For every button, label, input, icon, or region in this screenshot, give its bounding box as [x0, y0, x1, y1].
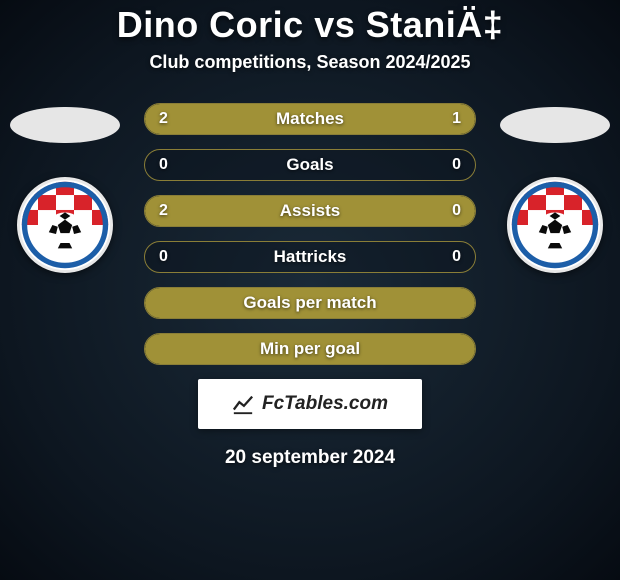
stat-value-right: 0 [452, 248, 461, 266]
stat-label: Goals [286, 155, 333, 175]
subtitle: Club competitions, Season 2024/2025 [149, 52, 470, 73]
stat-value-right: 1 [452, 110, 461, 128]
stat-label: Matches [276, 109, 344, 129]
stat-label: Min per goal [260, 339, 360, 359]
player-left-avatar [10, 107, 120, 143]
stat-value-left: 2 [159, 110, 168, 128]
watermark-text: FcTables.com [262, 393, 388, 415]
stat-value-right: 0 [452, 156, 461, 174]
stat-bar-goals-per-match: Goals per match [144, 287, 476, 319]
stat-value-left: 2 [159, 202, 168, 220]
left-column [0, 103, 130, 273]
stat-bar-min-per-goal: Min per goal [144, 333, 476, 365]
club-badge-right [507, 177, 603, 273]
stats-column: 2 1 Matches 0 0 Goals 2 0 Assists 0 0 Hattricks Goal… [140, 103, 480, 365]
club-crest-icon [510, 180, 600, 270]
chart-icon [232, 393, 254, 415]
player-right-avatar [500, 107, 610, 143]
date: 20 september 2024 [225, 447, 395, 469]
right-column [490, 103, 620, 273]
stat-label: Goals per match [243, 293, 376, 313]
club-badge-left [17, 177, 113, 273]
comparison-card: Dino Coric vs StaniÄ‡ Club competitions,… [0, 0, 620, 469]
stat-value-left: 0 [159, 248, 168, 266]
stat-value-left: 0 [159, 156, 168, 174]
main-row: 2 1 Matches 0 0 Goals 2 0 Assists 0 0 Hattricks Goal… [0, 103, 620, 365]
club-crest-icon [20, 180, 110, 270]
stat-label: Hattricks [274, 247, 347, 267]
watermark: FcTables.com [198, 379, 422, 429]
stat-value-right: 0 [452, 202, 461, 220]
stat-label: Assists [280, 201, 340, 221]
page-title: Dino Coric vs StaniÄ‡ [117, 4, 504, 46]
stat-bar-assists: 2 0 Assists [144, 195, 476, 227]
stat-bar-goals: 0 0 Goals [144, 149, 476, 181]
stat-bar-hattricks: 0 0 Hattricks [144, 241, 476, 273]
stat-bar-matches: 2 1 Matches [144, 103, 476, 135]
